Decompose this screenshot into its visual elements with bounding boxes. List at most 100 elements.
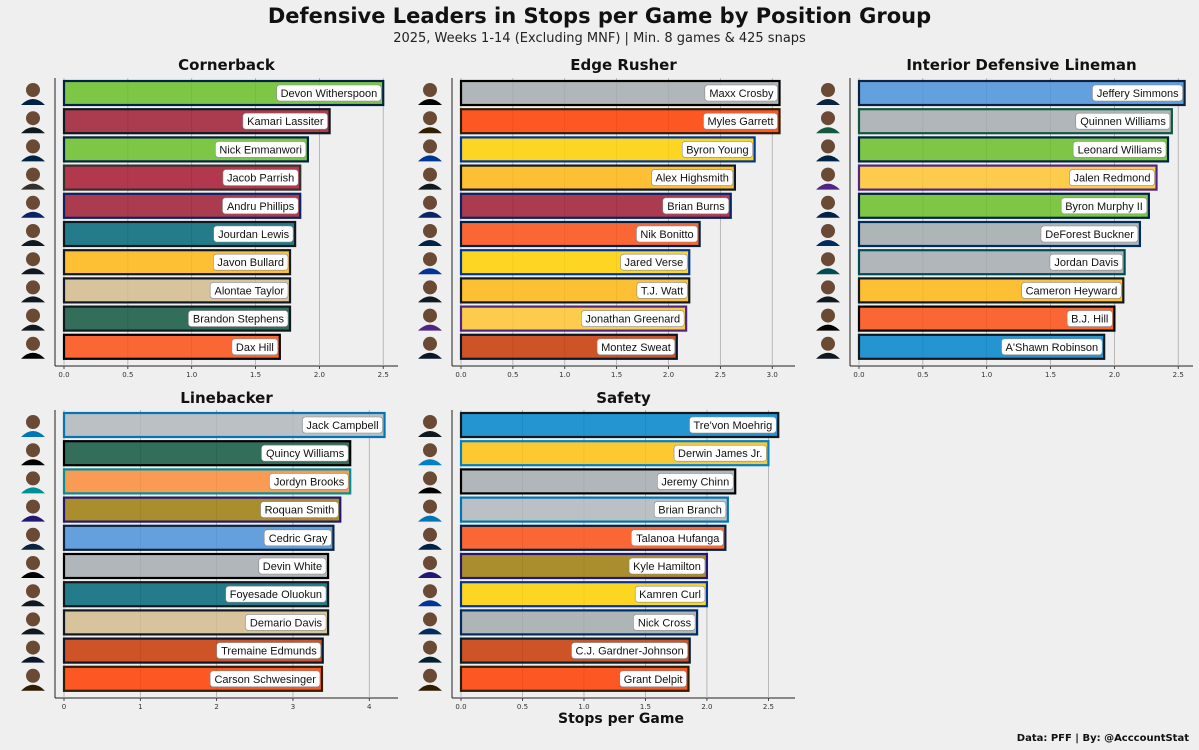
bar-label: Talanoa Hufanga (636, 533, 720, 545)
bar-label: Kamari Lassiter (247, 116, 324, 128)
bar-label: Jordan Davis (1054, 257, 1119, 269)
bar-label-box (188, 310, 289, 327)
bar-label-box (1069, 169, 1155, 186)
player-jersey-shape (418, 211, 442, 218)
bar-label-box (245, 614, 327, 631)
bar-label-box (571, 642, 689, 659)
player-jersey-shape (21, 240, 45, 246)
player-jersey-shape (21, 155, 45, 162)
player-headshot (423, 499, 437, 514)
bar-label: C.J. Gardner-Johnson (575, 646, 683, 658)
player-jersey-shape (418, 684, 442, 691)
bar-label-box (261, 444, 349, 462)
player-jersey-shape (21, 515, 45, 522)
bar-label: Myles Garrett (707, 116, 773, 128)
bar-label-box (302, 416, 383, 434)
player-jersey-shape (418, 296, 442, 303)
player-jersey-shape (21, 324, 45, 331)
player-headshot (423, 336, 437, 351)
bar-label: Brian Branch (658, 505, 722, 517)
bar-label-box (242, 112, 328, 130)
x-tick-label: 1.5 (611, 371, 622, 379)
bar-label: Devon Witherspoon (281, 88, 378, 100)
bar-label: Carson Schwesinger (214, 674, 316, 686)
player-headshot (423, 584, 437, 599)
bar-label: Grant Delpit (624, 674, 683, 686)
bar-label-box (260, 501, 339, 518)
player-headshot (423, 612, 437, 627)
bar-label-box (634, 585, 706, 603)
player-headshot (423, 83, 437, 97)
bar-label-box (631, 529, 724, 547)
player-jersey-shape (816, 352, 840, 359)
player-jersey-shape (418, 600, 442, 607)
bar-label-box (1092, 84, 1183, 102)
bar-label-box (213, 253, 289, 271)
player-jersey-shape (816, 296, 840, 303)
panel-title: Safety (596, 389, 651, 407)
player-jersey-shape (418, 352, 442, 359)
bar-label-box (636, 225, 698, 243)
player-headshot (821, 280, 835, 295)
player-jersey-shape (418, 240, 442, 246)
player-jersey-shape (816, 99, 840, 105)
x-tick-label: 0.5 (917, 371, 928, 379)
bar-label: Jacob Parrish (227, 173, 294, 185)
player-headshot (26, 640, 40, 655)
panel-3: Interior Defensive Lineman 0.0 0.5 1.0 1.5 2.… (816, 56, 1193, 379)
bar-label-box (1060, 197, 1148, 215)
player-jersey-shape (21, 268, 45, 275)
x-tick-label: 2.5 (378, 371, 389, 379)
bar-label: Nick Emmanwori (219, 144, 302, 156)
player-jersey-shape (418, 155, 442, 162)
bar-label-box (681, 141, 753, 158)
x-tick-label: 2.0 (314, 371, 325, 379)
bar-label: Kyle Hamilton (633, 561, 701, 573)
player-jersey-shape (21, 127, 45, 134)
player-headshot (423, 111, 437, 126)
bar-label: Quinnen Williams (1080, 116, 1166, 128)
x-tick-label: 1.5 (250, 371, 261, 379)
player-headshot (821, 83, 835, 97)
x-tick-label: 2.5 (763, 703, 774, 711)
player-jersey-shape (418, 127, 442, 134)
player-jersey-shape (21, 572, 45, 578)
bar-label: T.J. Watt (641, 285, 683, 297)
player-jersey-shape (21, 352, 45, 359)
player-headshot (26, 668, 40, 683)
player-jersey-shape (816, 324, 840, 331)
player-jersey-shape (816, 127, 840, 134)
bar-label: Brandon Stephens (193, 314, 285, 326)
x-tick-label: 0 (62, 703, 66, 711)
bar-label: Jourdan Lewis (218, 229, 289, 241)
bar-label-box (662, 197, 730, 215)
player-headshot (821, 195, 835, 210)
bar-label-box (258, 557, 327, 575)
player-headshot (423, 167, 437, 182)
x-tick-label: 2.5 (1173, 371, 1184, 379)
bar-label: Alex Highsmith (656, 173, 729, 185)
bar-label: Tremaine Edmunds (221, 646, 317, 658)
player-jersey-shape (21, 183, 45, 190)
player-headshot (423, 139, 437, 154)
player-jersey-shape (418, 431, 442, 437)
x-tick-label: 1.0 (186, 371, 197, 379)
bar-label-box (269, 473, 349, 490)
bar-label-box (222, 169, 299, 186)
player-headshot (423, 640, 437, 655)
player-jersey-shape (418, 628, 442, 635)
player-jersey-shape (21, 684, 45, 691)
chart-subtitle: 2025, Weeks 1-14 (Excluding MNF) | Min. … (393, 31, 806, 46)
player-headshot (423, 415, 437, 429)
panel-title: Edge Rusher (570, 56, 677, 74)
bar-label: Dax Hill (236, 342, 274, 354)
bar-label: Cameron Heyward (1026, 285, 1118, 297)
bar-label: Jared Verse (625, 257, 684, 269)
player-jersey-shape (21, 211, 45, 218)
bar-label-box (581, 310, 685, 327)
player-headshot (26, 336, 40, 351)
bar-label: Foyesade Oluokun (230, 589, 322, 601)
bar-label-box (216, 642, 322, 659)
bar-label: Cedric Gray (269, 533, 328, 545)
bar-label-box (1066, 310, 1113, 327)
